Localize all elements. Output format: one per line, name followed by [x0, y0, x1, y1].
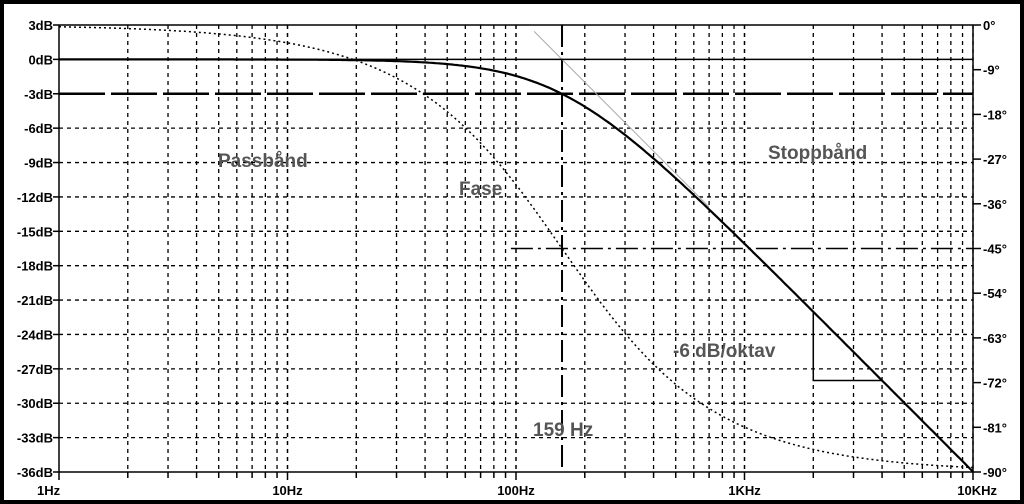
axes: 3dB 0dB -3dB -6dB -9dB -12dB -15dB -18dB -21dB -2…	[17, 18, 1007, 498]
y-tick-label-left: -33dB	[17, 431, 53, 446]
y-tick-label-left: -24dB	[17, 327, 53, 342]
slope-label: -6 dB/oktav	[673, 341, 776, 362]
y-tick-label-left: 0dB	[28, 52, 53, 67]
y-tick-label-left: -15dB	[17, 224, 53, 239]
x-tick-label: 10KHz	[957, 483, 997, 498]
y-tick-label-left: -12dB	[17, 190, 53, 205]
asymptote-line	[533, 31, 710, 208]
passband-label: Passbånd	[218, 151, 308, 172]
x-tick-label: 10Hz	[272, 483, 303, 498]
stopband-label: Stoppbånd	[768, 143, 867, 164]
y-tick-label-right: -36°	[983, 197, 1007, 212]
x-tick-label: 1Hz	[37, 483, 61, 498]
y-tick-label-right: -45°	[983, 242, 1007, 257]
y-tick-label-right: -81°	[983, 420, 1007, 435]
grid	[59, 25, 974, 472]
phase-curve	[59, 26, 974, 469]
y-tick-label-left: -27dB	[17, 362, 53, 377]
cutoff-label: 159 Hz	[533, 420, 593, 441]
y-tick-label-right: -90°	[983, 465, 1007, 480]
y-tick-label-left: -21dB	[17, 293, 53, 308]
x-tick-label: 100Hz	[497, 483, 535, 498]
y-tick-label-right: -9°	[983, 63, 1000, 78]
y-tick-label-right: -27°	[983, 152, 1007, 167]
y-tick-label-right: -72°	[983, 376, 1007, 391]
phase-label: Fase	[459, 179, 502, 200]
y-tick-label-left: 3dB	[28, 18, 53, 33]
reference-lines	[59, 25, 973, 472]
y-tick-label-left: -3dB	[24, 87, 53, 102]
x-tick-label: 1KHz	[728, 483, 761, 498]
chart-background	[4, 4, 1020, 500]
y-tick-label-right: 0°	[983, 18, 995, 33]
y-tick-label-left: -30dB	[17, 396, 53, 411]
y-tick-label-left: -36dB	[17, 465, 53, 480]
y-tick-label-left: -9dB	[24, 156, 53, 171]
y-tick-label-left: -6dB	[24, 121, 53, 136]
y-tick-label-left: -18dB	[17, 259, 53, 274]
y-tick-label-right: -63°	[983, 331, 1007, 346]
y-tick-label-right: -54°	[983, 286, 1007, 301]
slope-triangle	[812, 311, 883, 382]
annotations: Passbånd Stoppbånd Fase -6 dB/oktav 159 …	[218, 143, 867, 441]
y-tick-label-right: -18°	[983, 107, 1007, 122]
